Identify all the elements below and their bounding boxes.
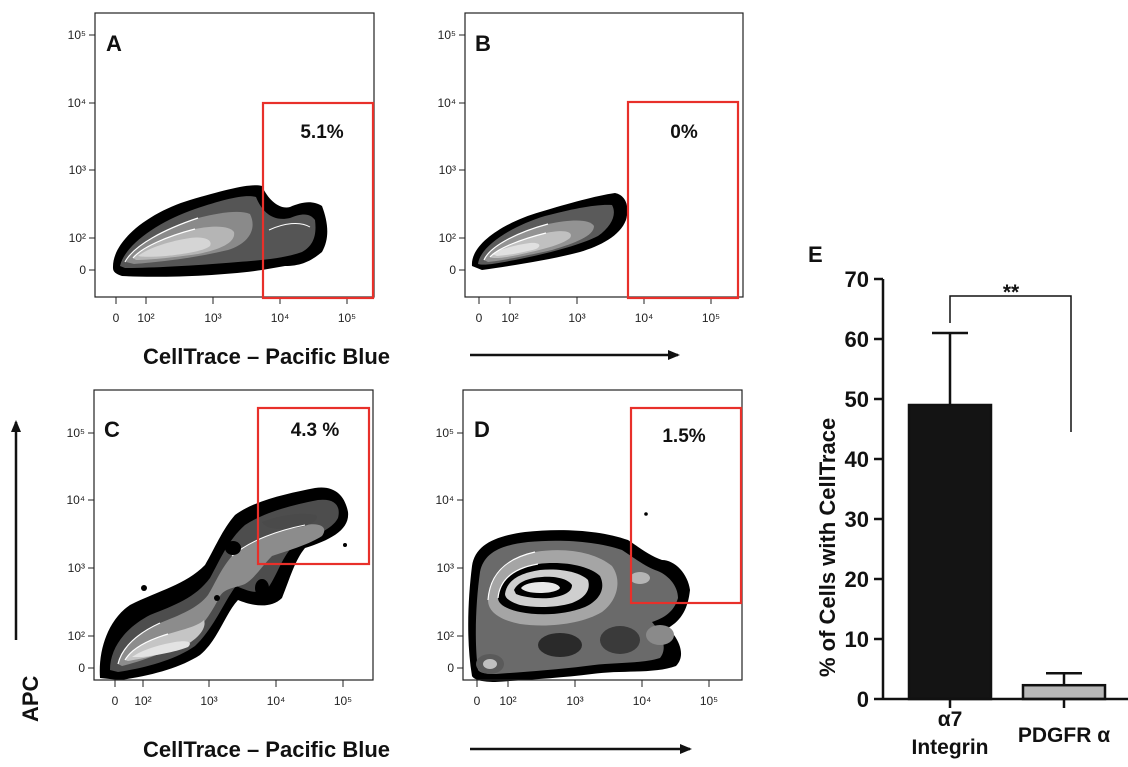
panel-d-y-tick: 0 <box>447 661 454 675</box>
panel-e-y-tick-label: 20 <box>845 567 869 592</box>
panel-e-significance-bracket <box>949 295 1072 432</box>
panel-c-y-tick: 10² <box>68 629 85 643</box>
panel-e-y-tick-label: 50 <box>845 387 869 412</box>
panel-e-y-ticks: 0 10 20 30 40 50 60 70 <box>845 267 883 712</box>
panel-b-gate-label: 0% <box>670 122 698 143</box>
panel-a-y-tick: 10² <box>69 231 86 245</box>
panel-a-gate <box>261 101 375 300</box>
panel-c-gate <box>256 406 371 566</box>
panel-e-category-label: α7 <box>938 708 963 731</box>
panel-a-letter: A <box>106 31 122 56</box>
panel-c-gate-label: 4.3 % <box>291 420 340 441</box>
panel-e-y-tick-label: 70 <box>845 267 869 292</box>
panel-d-density-plot <box>468 512 690 682</box>
panel-a-x-tick: 10⁴ <box>271 311 290 325</box>
panel-b-frame <box>464 12 744 298</box>
panel-e-y-tick-label: 0 <box>857 687 869 712</box>
panel-e-y-axis-title: % of Cells with CellTrace <box>815 418 840 677</box>
panel-d-x-tick: 0 <box>474 694 481 708</box>
panel-b-letter: B <box>475 31 491 56</box>
bottom-x-axis-title: CellTrace – Pacific Blue <box>143 737 390 762</box>
panel-d: 0 10² 10³ 10⁴ 10⁵ 0 10² 10³ 10⁴ 10⁵ 1.5%… <box>435 389 743 708</box>
panel-d-y-tick: 10² <box>437 629 454 643</box>
panel-c-x-tick: 10⁴ <box>267 694 286 708</box>
panel-e-y-tick-label: 30 <box>845 507 869 532</box>
panel-b-gate <box>626 100 740 300</box>
panel-e-bars <box>907 331 1107 708</box>
panel-c-x-tick: 10³ <box>200 694 217 708</box>
panel-e-y-tick-label: 60 <box>845 327 869 352</box>
panel-d-x-ticks: 0 10² 10³ 10⁴ 10⁵ <box>474 680 718 708</box>
panel-a-y-tick: 10³ <box>69 163 86 177</box>
panel-a-x-tick: 10⁵ <box>338 311 356 325</box>
panel-b-y-tick: 10⁴ <box>437 96 456 110</box>
panel-b-density-plot <box>471 193 628 270</box>
panel-d-y-ticks: 0 10² 10³ 10⁴ 10⁵ <box>435 426 463 675</box>
panel-a-y-ticks: 0 10² 10³ 10⁴ 10⁵ <box>67 28 95 277</box>
top-x-axis-title: CellTrace – Pacific Blue <box>143 344 390 369</box>
panel-b-y-tick: 10² <box>439 231 456 245</box>
panel-e-bar <box>1021 683 1107 701</box>
apc-y-axis-title: APC <box>18 675 43 722</box>
panel-b-x-tick: 10⁴ <box>635 311 654 325</box>
panel-a-x-tick: 10³ <box>204 311 221 325</box>
panel-a-x-tick: 10² <box>137 311 154 325</box>
panel-a-y-tick: 10⁵ <box>68 28 86 42</box>
panel-a: 0 10² 10³ 10⁴ 10⁵ 0 10² 10³ 10⁴ 10⁵ 5.1%… <box>67 12 375 325</box>
panel-e-y-tick-label: 40 <box>845 447 869 472</box>
panel-d-x-tick: 10⁴ <box>633 694 652 708</box>
panel-c-y-tick: 0 <box>78 661 85 675</box>
panel-d-y-tick: 10³ <box>437 561 454 575</box>
panel-d-gate <box>629 406 743 605</box>
panel-b-y-tick: 0 <box>449 263 456 277</box>
panel-d-x-tick: 10³ <box>566 694 583 708</box>
panel-b-x-tick: 10³ <box>568 311 585 325</box>
panel-e-bar <box>907 403 993 701</box>
panel-e-significance-label: ** <box>1003 281 1020 304</box>
panel-e-significance: ** <box>949 281 1072 432</box>
panel-a-gate-label: 5.1% <box>300 122 343 143</box>
panel-c-y-tick: 10³ <box>68 561 85 575</box>
panel-e-y-tick-label: 10 <box>845 627 869 652</box>
panel-a-x-ticks: 0 10² 10³ 10⁴ 10⁵ <box>113 297 356 325</box>
panel-c-x-ticks: 0 10² 10³ 10⁴ 10⁵ <box>112 680 352 708</box>
panel-d-letter: D <box>474 417 490 442</box>
panel-b-x-tick: 10² <box>501 311 518 325</box>
panel-d-x-tick: 10² <box>499 694 516 708</box>
panel-b-y-tick: 10³ <box>439 163 456 177</box>
panel-c-density-plot <box>99 487 349 680</box>
panel-e-letter: E <box>808 242 823 267</box>
panel-c-x-tick: 10⁵ <box>334 694 352 708</box>
panel-a-density-plot <box>112 185 328 277</box>
panel-b-x-ticks: 0 10² 10³ 10⁴ 10⁵ <box>476 297 720 325</box>
panel-e-category-label: Integrin <box>912 736 989 759</box>
panel-a-y-tick: 10⁴ <box>67 96 86 110</box>
panel-c-frame <box>93 389 374 681</box>
panel-e-bar-chart: E % of Cells with CellTrace 0 10 20 30 40 50 6… <box>808 242 1128 759</box>
panel-e-category-labels: α7 Integrin PDGFR α <box>912 708 1111 759</box>
panel-a-x-tick: 0 <box>113 311 120 325</box>
panel-d-gate-label: 1.5% <box>662 426 705 447</box>
panel-c-letter: C <box>104 417 120 442</box>
panel-b-y-tick: 10⁵ <box>438 28 456 42</box>
panel-c-x-tick: 0 <box>112 694 119 708</box>
panel-c-y-tick: 10⁵ <box>67 426 85 440</box>
panel-d-y-tick: 10⁴ <box>435 493 454 507</box>
panel-b-x-tick: 10⁵ <box>702 311 720 325</box>
panel-c-y-tick: 10⁴ <box>66 493 85 507</box>
panel-a-y-tick: 0 <box>79 263 86 277</box>
panel-b-x-tick: 0 <box>476 311 483 325</box>
panel-b-y-ticks: 0 10² 10³ 10⁴ 10⁵ <box>437 28 465 277</box>
panel-d-y-tick: 10⁵ <box>436 426 454 440</box>
panel-c-x-tick: 10² <box>134 694 151 708</box>
panel-d-x-tick: 10⁵ <box>700 694 718 708</box>
panel-c-y-ticks: 0 10² 10³ 10⁴ 10⁵ <box>66 426 94 675</box>
panel-e-category-label: PDGFR α <box>1018 724 1110 747</box>
panel-c: 0 10² 10³ 10⁴ 10⁵ 0 10² 10³ 10⁴ 10⁵ 4.3 … <box>66 389 374 708</box>
panel-b: 0 10² 10³ 10⁴ 10⁵ 0 10² 10³ 10⁴ 10⁵ 0% B <box>437 12 744 325</box>
